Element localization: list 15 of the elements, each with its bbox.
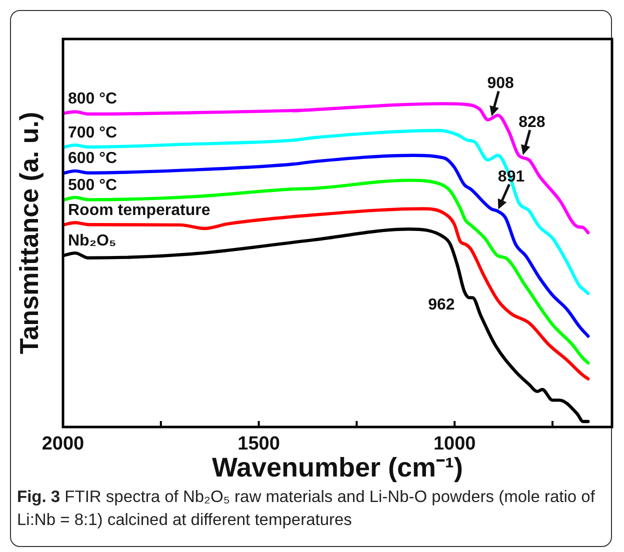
y-axis-title: Tansmittance (a. u.) (14, 112, 44, 354)
series-label: 600 °C (68, 150, 118, 168)
series-label: Room temperature (68, 202, 210, 219)
x-tick-label: 1000 (433, 434, 476, 455)
x-axis-title: Wavenumber (cm⁻¹) (212, 452, 464, 482)
annotation: 908 (487, 75, 514, 92)
annotation: 962 (428, 296, 455, 314)
series-label: 700 °C (68, 124, 118, 142)
series-label: 500 °C (68, 177, 118, 194)
x-tick-label: 1500 (238, 434, 280, 455)
x-tick-label: 2000 (42, 434, 84, 455)
annotation: 828 (518, 114, 546, 132)
caption: Fig. 3 FTIR spectra of Nb₂O₅ raw materials and Li-Nb-O powders (mole ratio of Li:Nb = 8:1) calcined at different temperatures (17, 488, 595, 529)
series-label: Nb₂O₅ (68, 232, 116, 250)
series-label: 800 °C (68, 90, 118, 108)
